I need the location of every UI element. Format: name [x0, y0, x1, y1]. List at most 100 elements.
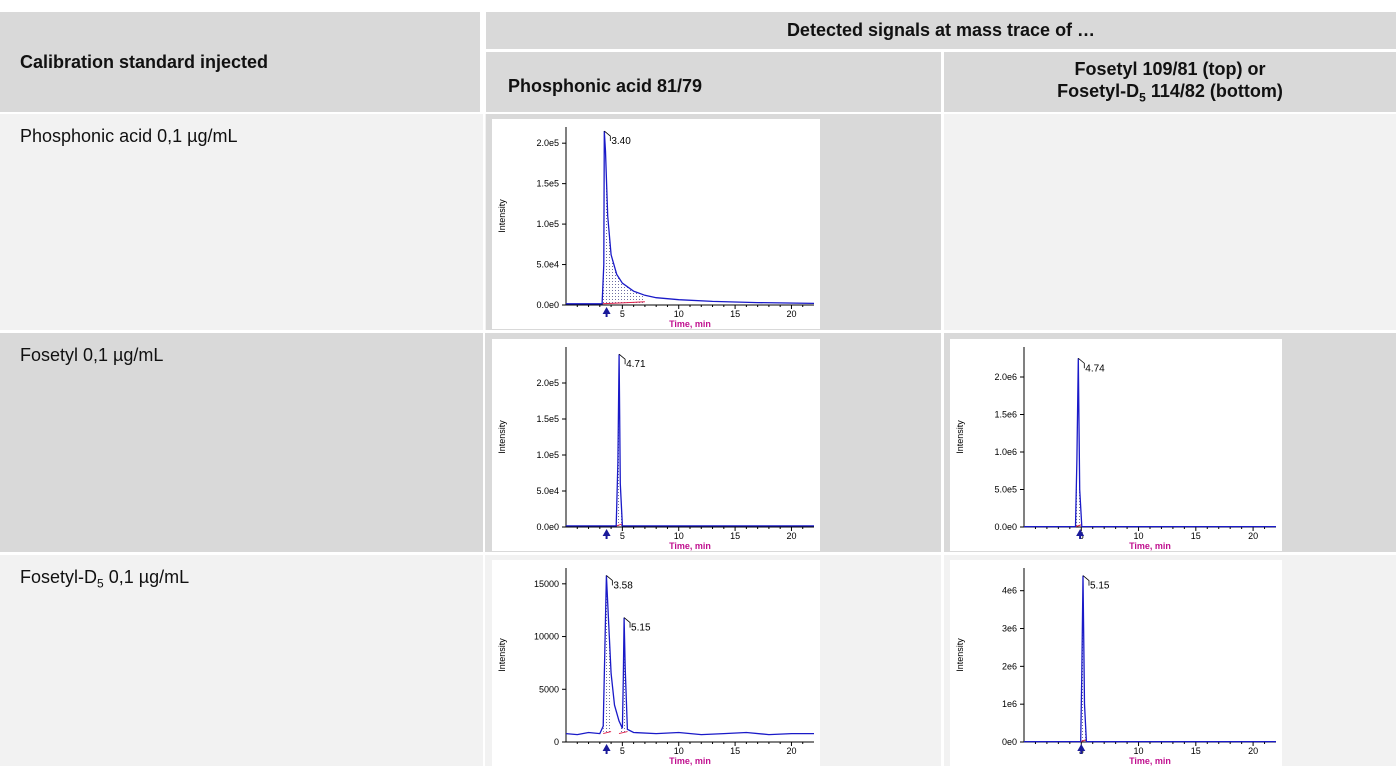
x-tick-label: 20	[1248, 531, 1258, 541]
chromatogram-svg: 0.0e0 5.0e4 1.0e5 1.5e5 2.0e5 5 10 15 20 Time, mi…	[497, 347, 814, 551]
x-tick-label: 10	[674, 746, 684, 756]
integration-baseline	[1080, 739, 1087, 743]
y-tick-label: 5000	[539, 684, 559, 694]
x-tick-label: 15	[1191, 746, 1201, 756]
peak-label: 5.15	[1090, 581, 1110, 592]
peak-label: 3.40	[611, 136, 631, 147]
peak-label: 4.71	[626, 359, 646, 370]
row-2-label: Fosetyl 0,1 µg/mL	[20, 345, 164, 365]
y-tick-label: 0.0e0	[536, 522, 559, 532]
y-axis-label: Intensity	[955, 638, 965, 672]
row-header-title: Calibration standard injected	[20, 52, 269, 72]
y-axis-label: Intensity	[497, 638, 507, 672]
y-tick-label: 1.0e5	[536, 219, 559, 229]
integration-baseline	[603, 731, 612, 735]
peak-label-leader	[623, 617, 631, 628]
x-tick-label: 5	[620, 531, 625, 541]
row-1-col2-cell	[944, 114, 1396, 330]
chromatogram-trace	[1024, 575, 1276, 743]
y-tick-label: 1.5e5	[536, 414, 559, 424]
peak-label-leader	[618, 353, 626, 365]
y-tick-label: 5.0e4	[536, 260, 559, 270]
peak-label: 3.58	[613, 580, 633, 591]
x-tick-label: 15	[730, 309, 740, 319]
y-tick-label: 1.0e6	[994, 447, 1017, 457]
column-header-fosetyl-line1: Fosetyl 109/81 (top) or	[1074, 59, 1266, 79]
y-tick-label: 3e6	[1002, 624, 1017, 634]
chromatogram-trace	[565, 575, 814, 736]
x-tick-label: 20	[786, 531, 796, 541]
y-tick-label: 1.5e6	[994, 410, 1017, 420]
x-tick-label: 20	[786, 746, 796, 756]
chromatogram-svg: 0e01e62e63e64e65101520Time, minIntensity…	[955, 568, 1276, 766]
y-tick-label: 0.0e0	[536, 300, 559, 310]
retention-marker-arrow	[602, 307, 611, 314]
column-header-phosphonic	[486, 52, 941, 112]
integration-baseline	[616, 523, 623, 527]
x-tick-label: 20	[1248, 746, 1258, 756]
x-tick-label: 10	[1134, 746, 1144, 756]
x-tick-label: 10	[674, 531, 684, 541]
retention-marker-arrow	[602, 744, 611, 751]
chromatogram-svg: 0 5000 10000 15000 5 10 15 20 Time, min Intensity…	[497, 568, 814, 766]
chromatogram-fosetyl-d5-std-fosetyl-d5-trace: 0e01e62e63e64e65101520Time, minIntensity…	[950, 560, 1282, 766]
column-header-fosetyl-label: Fosetyl 109/81 (top) or Fosetyl-D5 114/8…	[944, 58, 1396, 109]
y-axis-label: Intensity	[497, 420, 507, 454]
y-axis-label: Intensity	[955, 420, 965, 454]
y-tick-label: 1.5e5	[536, 179, 559, 189]
peak-label: 4.74	[1085, 363, 1105, 374]
peak-area	[603, 575, 612, 734]
y-tick-label: 5.0e4	[536, 486, 559, 496]
peak-area	[618, 617, 628, 734]
group-header-title: Detected signals at mass trace of …	[786, 20, 1096, 40]
x-axis-label: Time, min	[669, 541, 711, 551]
peak-label-leader	[606, 575, 613, 586]
peak-area	[602, 131, 645, 304]
y-tick-label: 1e6	[1002, 699, 1017, 709]
column-divider	[941, 52, 943, 766]
peak-label: 5.15	[631, 623, 651, 634]
chromatogram-fosetyl-std-phosphonic-trace: 0.0e0 5.0e4 1.0e5 1.5e5 2.0e5 5 10 15 20 Time, mi…	[492, 339, 820, 551]
row-2-label-cell	[0, 333, 486, 552]
group-header-cell	[486, 12, 1396, 49]
chromatogram-trace	[566, 354, 814, 527]
y-tick-label: 0	[554, 737, 559, 747]
x-tick-label: 10	[1134, 531, 1144, 541]
y-axis-label: Intensity	[497, 199, 507, 233]
integration-baseline	[618, 731, 628, 735]
x-tick-label: 20	[786, 309, 796, 319]
column-header-phosphonic-label: Phosphonic acid 81/79	[508, 76, 703, 96]
y-tick-label: 2.0e5	[536, 378, 559, 388]
y-tick-label: 1.0e5	[536, 450, 559, 460]
chromatogram-trace	[1024, 358, 1276, 528]
x-tick-label: 15	[1191, 531, 1201, 541]
retention-marker-arrow	[602, 529, 611, 536]
y-tick-label: 2e6	[1002, 661, 1017, 671]
x-axis-label: Time, min	[669, 756, 711, 766]
y-tick-label: 0e0	[1002, 737, 1017, 747]
chromatogram-fosetyl-d5-std-phosphonic-trace: 0 5000 10000 15000 5 10 15 20 Time, min Intensity…	[492, 560, 820, 766]
y-tick-label: 4e6	[1002, 586, 1017, 596]
row-3-label-cell	[0, 555, 486, 766]
x-tick-label: 10	[674, 309, 684, 319]
row-1-label-cell	[0, 114, 486, 330]
peak-label-leader	[1082, 575, 1090, 586]
x-tick-label: 5	[620, 746, 625, 756]
integration-baseline	[1075, 524, 1082, 528]
row-header-cell	[0, 12, 480, 112]
chromatogram-trace	[566, 130, 815, 305]
column-divider	[483, 12, 485, 766]
retention-marker-arrow	[1077, 744, 1086, 751]
row-3-label: Fosetyl-D5 0,1 µg/mL	[20, 567, 190, 591]
chromatogram-phosphonic-acid-std: 0.0e0 5.0e4 1.0e5 1.5e5 2.0e5 5 10 15 20 Time, mi…	[492, 119, 820, 329]
x-tick-label: 15	[730, 531, 740, 541]
integration-baseline	[602, 301, 645, 305]
row-1-label: Phosphonic acid 0,1 µg/mL	[20, 126, 238, 146]
retention-marker-arrow	[1076, 529, 1085, 536]
peak-label-leader	[1078, 357, 1085, 369]
y-tick-label: 0.0e0	[994, 522, 1017, 532]
column-header-fosetyl-line2: Fosetyl-D5 114/82 (bottom)	[1057, 81, 1283, 105]
column-header-fosetyl	[944, 52, 1396, 112]
